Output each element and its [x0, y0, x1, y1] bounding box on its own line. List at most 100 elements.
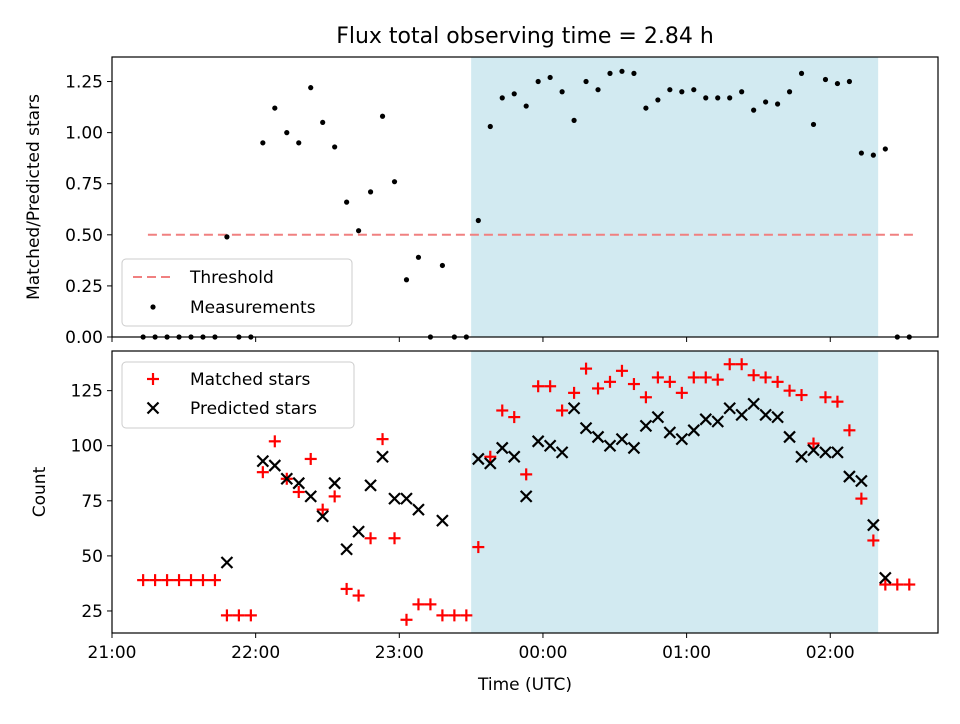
top-plot-frame — [111, 56, 939, 338]
matched-star-point — [819, 391, 832, 404]
predicted-star-point — [543, 439, 557, 453]
matched-star-point — [891, 578, 904, 591]
measurement-point — [727, 95, 733, 101]
measurement-point — [786, 89, 793, 95]
measurement-point — [607, 70, 613, 76]
measurement-point — [535, 78, 541, 85]
matched-star-point — [855, 492, 868, 505]
measurement-point — [415, 254, 422, 260]
matched-star-point — [436, 609, 449, 622]
measurement-point — [296, 140, 302, 146]
predicted-star-point — [591, 430, 605, 444]
matched-star-point — [568, 386, 581, 399]
matched-star-point — [795, 389, 808, 402]
matched-star-point — [508, 411, 521, 424]
predicted-star-point — [364, 479, 377, 492]
measurement-point — [379, 113, 386, 119]
predicted-star-point — [340, 543, 353, 556]
predicted-star-point — [699, 413, 713, 426]
observing-window-shade — [471, 351, 879, 633]
top-y-tick-label: 0.25 — [65, 277, 103, 297]
predicted-star-point — [615, 432, 629, 446]
legend-predicted-label: Predicted stars — [190, 399, 317, 419]
measurement-point — [798, 70, 805, 76]
matched-star-point — [675, 386, 688, 399]
matched-star-point — [400, 613, 413, 626]
predicted-star-point — [412, 503, 425, 516]
measurement-point — [272, 105, 278, 111]
top-legend-box — [121, 258, 353, 327]
measurement-point — [439, 262, 445, 269]
matched-star-point — [328, 490, 341, 503]
measurement-point — [774, 101, 781, 107]
measurement-point — [224, 234, 230, 240]
predicted-star-point — [268, 459, 282, 472]
matched-star-point — [639, 391, 652, 404]
measurement-point — [595, 87, 601, 93]
predicted-star-point — [627, 441, 641, 455]
bottom-y-tick-label: 50 — [81, 547, 103, 567]
predicted-star-point — [759, 408, 772, 422]
legend-threshold-label: Threshold — [189, 268, 274, 288]
matched-star-point — [472, 541, 485, 554]
matched-star-point — [149, 574, 162, 587]
predicted-star-point — [879, 571, 892, 585]
predicted-star-point — [819, 446, 832, 459]
matched-star-point — [304, 452, 317, 465]
matched-star-point — [520, 468, 533, 481]
predicted-star-point — [256, 454, 270, 468]
matched-star-point — [137, 574, 150, 587]
predicted-star-point — [795, 450, 808, 464]
measurement-point — [475, 217, 481, 224]
matched-star-point — [556, 404, 569, 417]
measurement-point — [499, 95, 505, 101]
matched-star-point — [544, 380, 557, 393]
matched-star-point — [292, 486, 305, 498]
matched-star-point — [412, 598, 425, 611]
measurement-point — [619, 68, 625, 74]
predicted-star-point — [472, 452, 485, 466]
measurement-point — [882, 146, 888, 152]
predicted-star-point — [603, 439, 617, 453]
legend-matched-label: Matched stars — [190, 370, 310, 390]
measurement-point — [655, 97, 661, 103]
predicted-star-point — [771, 410, 784, 424]
matched-star-point — [173, 574, 186, 587]
measurement-point — [356, 228, 362, 234]
matched-star-point — [376, 433, 389, 446]
legend-matched-swatch — [147, 373, 159, 385]
measurement-point — [751, 107, 757, 113]
matched-star-point — [903, 578, 916, 591]
matched-star-point — [484, 450, 497, 463]
predicted-star-point — [280, 472, 294, 486]
observing-window-shade — [471, 57, 879, 337]
measurement-point — [834, 80, 841, 87]
matched-star-point — [723, 358, 736, 371]
bottom-y-tick-label: 100 — [71, 437, 103, 457]
count-panel: Count Time (UTC) 25 50 75 100 125 21:00 22:00… — [30, 350, 939, 695]
matched-star-point — [316, 503, 329, 516]
measurement-point — [403, 277, 410, 283]
predicted-star-point — [663, 426, 677, 439]
measurement-point — [667, 87, 673, 93]
predicted-star-point — [388, 492, 401, 505]
measurement-point — [870, 152, 876, 158]
predicted-star-point — [711, 415, 725, 428]
ratio-panel: Matched/Predicted stars 0.00 0.25 0.50 0.75… — [24, 56, 939, 348]
predicted-star-point — [436, 514, 449, 527]
matched-star-point — [879, 578, 892, 591]
predicted-star-point — [855, 474, 868, 488]
matched-star-point — [783, 384, 796, 397]
matched-star-point — [807, 437, 820, 450]
matched-star-point — [208, 574, 221, 587]
x-tick-label: 01:00 — [662, 643, 711, 663]
matched-star-point — [580, 362, 593, 375]
matched-star-point — [268, 435, 281, 448]
bottom-legend: Matched stars Predicted stars — [121, 361, 355, 429]
measurement-point — [858, 150, 864, 156]
measurement-point — [846, 78, 853, 85]
matched-star-point — [663, 375, 676, 388]
predicted-star-point — [304, 490, 317, 503]
legend-measurements-swatch — [150, 304, 156, 310]
